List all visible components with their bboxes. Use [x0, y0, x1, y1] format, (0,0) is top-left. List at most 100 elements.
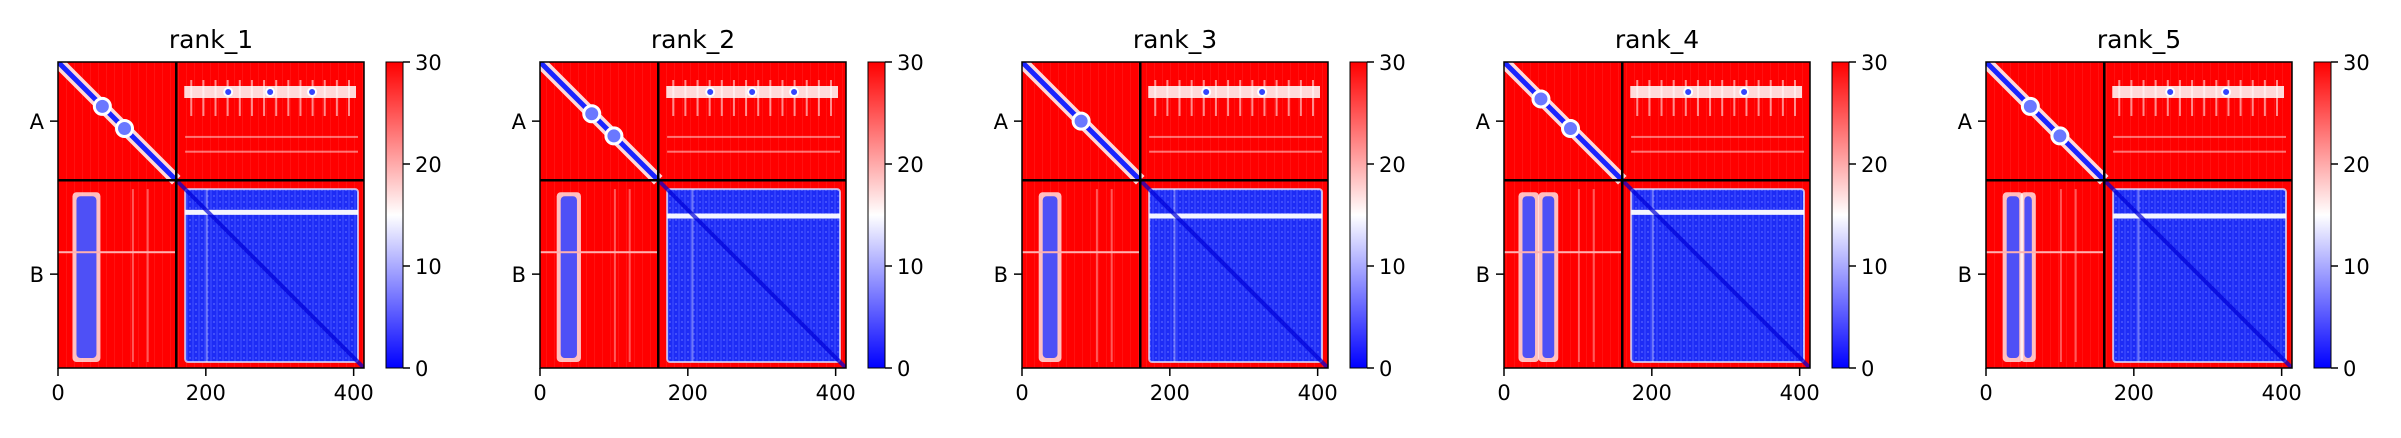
colorbar-tick-label: 20: [1379, 153, 1406, 177]
heatmap-ab-speck: [1239, 80, 1242, 116]
panel-title: rank_1: [169, 25, 253, 54]
heatmap-ab-speck: [1214, 80, 1217, 116]
heatmap-ab-speck: [1684, 80, 1687, 116]
heatmap-bb-vline: [131, 189, 134, 362]
axes-frame: [57, 61, 365, 369]
heatmap-ab-band: [1630, 86, 1802, 98]
heatmap-ab-speck: [2130, 80, 2133, 116]
heatmap-bb-hline: [1631, 209, 1804, 215]
heatmap-diagonal-spot: [582, 104, 602, 124]
x-tick-label: 0: [1015, 381, 1028, 405]
heatmap-ab-speck: [672, 80, 675, 116]
heatmap-diagonal-spot: [2020, 96, 2040, 116]
heatmap-cells: [58, 62, 364, 368]
heatmap-ab-speck: [745, 80, 748, 116]
heatmap-bb-vline: [146, 189, 149, 362]
heatmap-ab-speck: [1299, 80, 1302, 116]
heatmap-ab-speck: [2215, 80, 2218, 116]
subplot-2: rank_2 0 200 400 A B 0 10 20 30: [512, 25, 924, 405]
y-tick-label: A: [512, 110, 527, 134]
y-tick-label: B: [994, 263, 1008, 287]
heatmap-diagonal-bb: [2102, 178, 2292, 368]
heatmap-bb-hline: [2113, 135, 2286, 138]
heatmap-ab-speck: [720, 80, 723, 116]
heatmap-bb-vline: [628, 189, 631, 362]
heatmap-ab-speck: [1190, 80, 1193, 116]
heatmap-ab-speck: [708, 80, 711, 116]
heatmap-ab-speck: [287, 80, 290, 116]
heatmap-ab-speck: [1794, 80, 1796, 116]
heatmap-ab-spot: [223, 87, 234, 97]
heatmap-bb-vline: [2074, 189, 2077, 362]
heatmap-bb-vline: [1651, 189, 1654, 362]
heatmap-diagonal-aa: [1504, 62, 1625, 183]
colorbar-tick-label: 10: [415, 255, 442, 279]
heatmap-bb-vline: [2137, 189, 2140, 362]
heatmap-ab-speck: [1696, 80, 1699, 116]
x-tick-label: 200: [668, 381, 708, 405]
heatmap-ab-speck: [1312, 80, 1314, 116]
heatmap-ab-spot: [789, 87, 800, 97]
heatmap-ab-speck: [696, 80, 699, 116]
heatmap-bb-edge: [2112, 188, 2287, 363]
heatmap-ab-speck: [684, 80, 687, 116]
heatmap-ba-stripe: [2024, 196, 2032, 358]
heatmap-bb-vline: [691, 189, 694, 362]
heatmap-ab-speck: [2154, 80, 2157, 116]
heatmap-bb-hline: [2113, 213, 2286, 219]
x-tick-label: 0: [51, 381, 64, 405]
subplot-3: rank_3 0 200 400 A B 0 10 20 30: [994, 25, 1406, 405]
panel-title: rank_3: [1133, 25, 1217, 54]
heatmap-ba-stripe: [1042, 196, 1058, 358]
heatmap-ba-line: [58, 251, 177, 254]
heatmap-ab-spot: [1257, 87, 1268, 97]
heatmap-diagonal-aa: [58, 62, 179, 183]
heatmap-diagonal-spot: [92, 96, 112, 116]
heatmap-diagonal-spot: [2050, 126, 2070, 146]
panel-title: rank_2: [651, 25, 735, 54]
heatmap-ab-speck: [2239, 80, 2242, 116]
heatmap-ab-speck: [1745, 80, 1748, 116]
heatmap-ab-speck: [1721, 80, 1724, 116]
y-tick-label: B: [1958, 263, 1972, 287]
heatmap-ab-speck: [2178, 80, 2181, 116]
colorbar-tick-label: 0: [415, 357, 428, 381]
x-tick-label: 400: [1780, 381, 1820, 405]
heatmap-ab-speck: [1227, 80, 1230, 116]
heatmap-ab-speck: [214, 80, 217, 116]
heatmap-ab-speck: [238, 80, 241, 116]
heatmap-ab-speck: [263, 80, 266, 116]
heatmap-bb-edge: [184, 188, 359, 363]
heatmap-ba-stripe: [76, 196, 97, 358]
y-tick-label: A: [1958, 110, 1973, 134]
heatmap-bb-vline: [1592, 189, 1595, 362]
heatmap-ab-speck: [1263, 80, 1266, 116]
heatmap-ab-spot: [2221, 87, 2232, 97]
heatmap-ab-speck: [323, 80, 326, 116]
heatmap-ab-speck: [781, 80, 784, 116]
heatmap-ab-speck: [2251, 80, 2254, 116]
heatmap-ab-speck: [250, 80, 253, 116]
heatmap-ab-speck: [1648, 80, 1651, 116]
x-tick-label: 0: [1979, 381, 1992, 405]
colorbar-tick-label: 10: [1379, 255, 1406, 279]
heatmap-bb-hline: [1149, 213, 1322, 219]
heatmap-ab-speck: [2276, 80, 2278, 116]
heatmap-ab-speck: [2166, 80, 2169, 116]
heatmap-bb-hline: [1631, 150, 1804, 153]
heatmap-ab-band: [1148, 86, 1320, 98]
heatmap-cells: [1986, 62, 2292, 368]
heatmap-ab-speck: [1154, 80, 1157, 116]
heatmap-ba-stripe: [2006, 196, 2020, 358]
heatmap-ba-line: [1986, 251, 2105, 254]
heatmap-ab-speck: [2118, 80, 2121, 116]
heatmap-ba-line: [1504, 251, 1623, 254]
axes-frame: [539, 61, 847, 369]
heatmap-ab-speck: [805, 80, 808, 116]
x-tick-label: 400: [1298, 381, 1338, 405]
heatmap-diagonal-spot: [604, 126, 624, 146]
heatmap-diagonal-bb: [1620, 178, 1810, 368]
heatmap-cells: [1022, 62, 1328, 368]
heatmap-bb-hline: [1631, 135, 1804, 138]
